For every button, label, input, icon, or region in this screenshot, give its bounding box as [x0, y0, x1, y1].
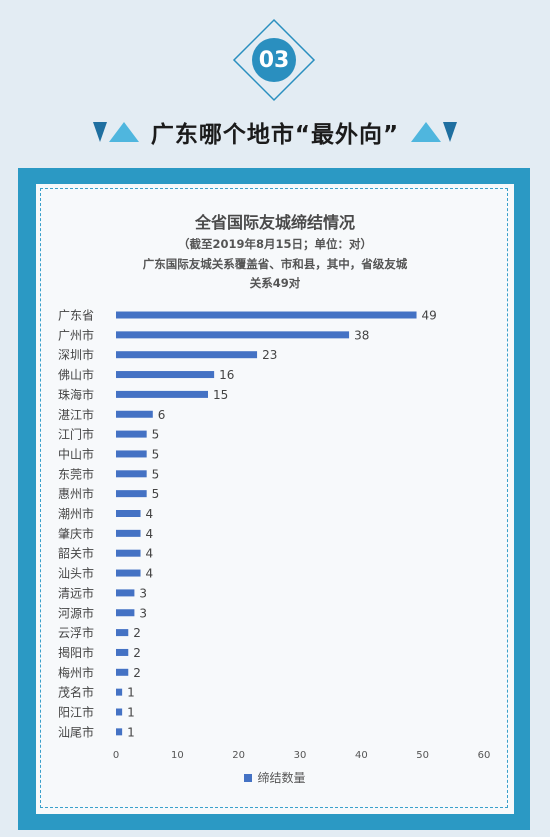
category-label: 阳江市 [58, 705, 94, 720]
data-label: 3 [139, 586, 147, 600]
data-label: 16 [219, 368, 234, 382]
bar [116, 609, 135, 617]
bar [116, 490, 147, 498]
heading-title: 广东哪个地市“最外向” [150, 122, 400, 148]
diamond-badge-icon [232, 18, 316, 102]
chart-subtitle-line-2: 广东国际友城关系覆盖省、市和县，其中，省级友城 [142, 257, 408, 271]
x-tick-label: 20 [232, 750, 245, 761]
left-triangles-decoration-icon [92, 122, 139, 142]
data-label: 3 [139, 606, 147, 620]
bar [116, 629, 129, 637]
data-label: 5 [152, 428, 160, 442]
data-label: 4 [146, 527, 154, 541]
category-label: 河源市 [58, 605, 94, 620]
bar [116, 371, 215, 379]
x-tick-label: 40 [355, 750, 368, 761]
chart-panel [36, 184, 514, 814]
data-label: 1 [127, 706, 135, 720]
dashed-border [40, 188, 508, 808]
category-label: 惠州市 [58, 486, 94, 501]
category-label: 广东省 [58, 309, 94, 323]
data-label: 2 [133, 626, 141, 640]
bar [116, 728, 123, 736]
category-label: 珠海市 [58, 387, 94, 402]
category-label: 江门市 [58, 427, 94, 442]
data-label: 2 [133, 666, 141, 680]
chart-legend: 缔结数量 [40, 769, 510, 786]
chart-title: 全省国际友城缔结情况 [194, 213, 355, 232]
data-label: 4 [146, 547, 154, 561]
legend-label: 缔结数量 [257, 771, 306, 785]
category-label: 湛江市 [58, 407, 94, 422]
bar [116, 351, 258, 359]
data-label: 4 [146, 507, 154, 521]
category-label: 梅州市 [58, 665, 94, 680]
category-label: 深圳市 [58, 347, 94, 362]
bar [116, 529, 141, 537]
category-label: 揭阳市 [58, 645, 94, 660]
x-tick-label: 60 [478, 750, 491, 761]
data-label: 5 [152, 487, 160, 501]
category-label: 广州市 [58, 327, 94, 342]
category-label: 佛山市 [58, 367, 94, 382]
bar [116, 430, 147, 438]
bar [116, 410, 153, 418]
category-label: 中山市 [58, 446, 94, 461]
bar [116, 510, 141, 517]
section-number: 03 [258, 47, 290, 73]
x-tick-label: 50 [416, 750, 429, 761]
bar [116, 311, 417, 319]
data-label: 5 [152, 467, 160, 481]
data-label: 4 [146, 567, 154, 581]
bar [116, 708, 123, 716]
chart-subtitle-line-1: （截至2019年8月15日；单位：对） [177, 237, 372, 251]
bar [116, 450, 147, 458]
category-label: 云浮市 [58, 625, 94, 640]
bar [116, 589, 135, 597]
data-label: 49 [422, 309, 437, 323]
data-label: 6 [158, 408, 166, 422]
category-label: 茂名市 [58, 685, 94, 700]
bar [116, 390, 208, 398]
category-label: 汕头市 [58, 566, 94, 581]
x-tick-label: 30 [294, 750, 307, 761]
bar [116, 668, 129, 676]
data-label: 2 [133, 646, 141, 660]
bar [116, 331, 350, 339]
category-label: 肇庆市 [58, 526, 94, 541]
data-label: 5 [152, 447, 160, 461]
chart-subtitle-line-3: 关系49对 [249, 276, 301, 290]
legend-swatch [244, 773, 253, 782]
category-label: 汕尾市 [58, 724, 94, 739]
category-label: 韶关市 [58, 546, 94, 561]
bar [116, 688, 123, 696]
data-label: 38 [354, 328, 369, 342]
section-heading: 广东哪个地市“最外向” [0, 112, 550, 152]
bar [116, 470, 147, 478]
data-label: 23 [262, 348, 277, 362]
data-label: 15 [213, 388, 228, 402]
bar [116, 648, 129, 656]
data-label: 1 [127, 725, 135, 739]
x-tick-label: 10 [171, 750, 184, 761]
right-triangles-decoration-icon [411, 122, 458, 142]
x-tick-label: 0 [113, 750, 119, 761]
bar [116, 569, 141, 577]
data-label: 1 [127, 686, 135, 700]
bar [116, 549, 141, 557]
category-label: 东莞市 [58, 466, 94, 481]
category-label: 潮州市 [58, 506, 94, 521]
category-label: 清远市 [58, 585, 94, 600]
section-number-badge: 03 [232, 18, 316, 102]
